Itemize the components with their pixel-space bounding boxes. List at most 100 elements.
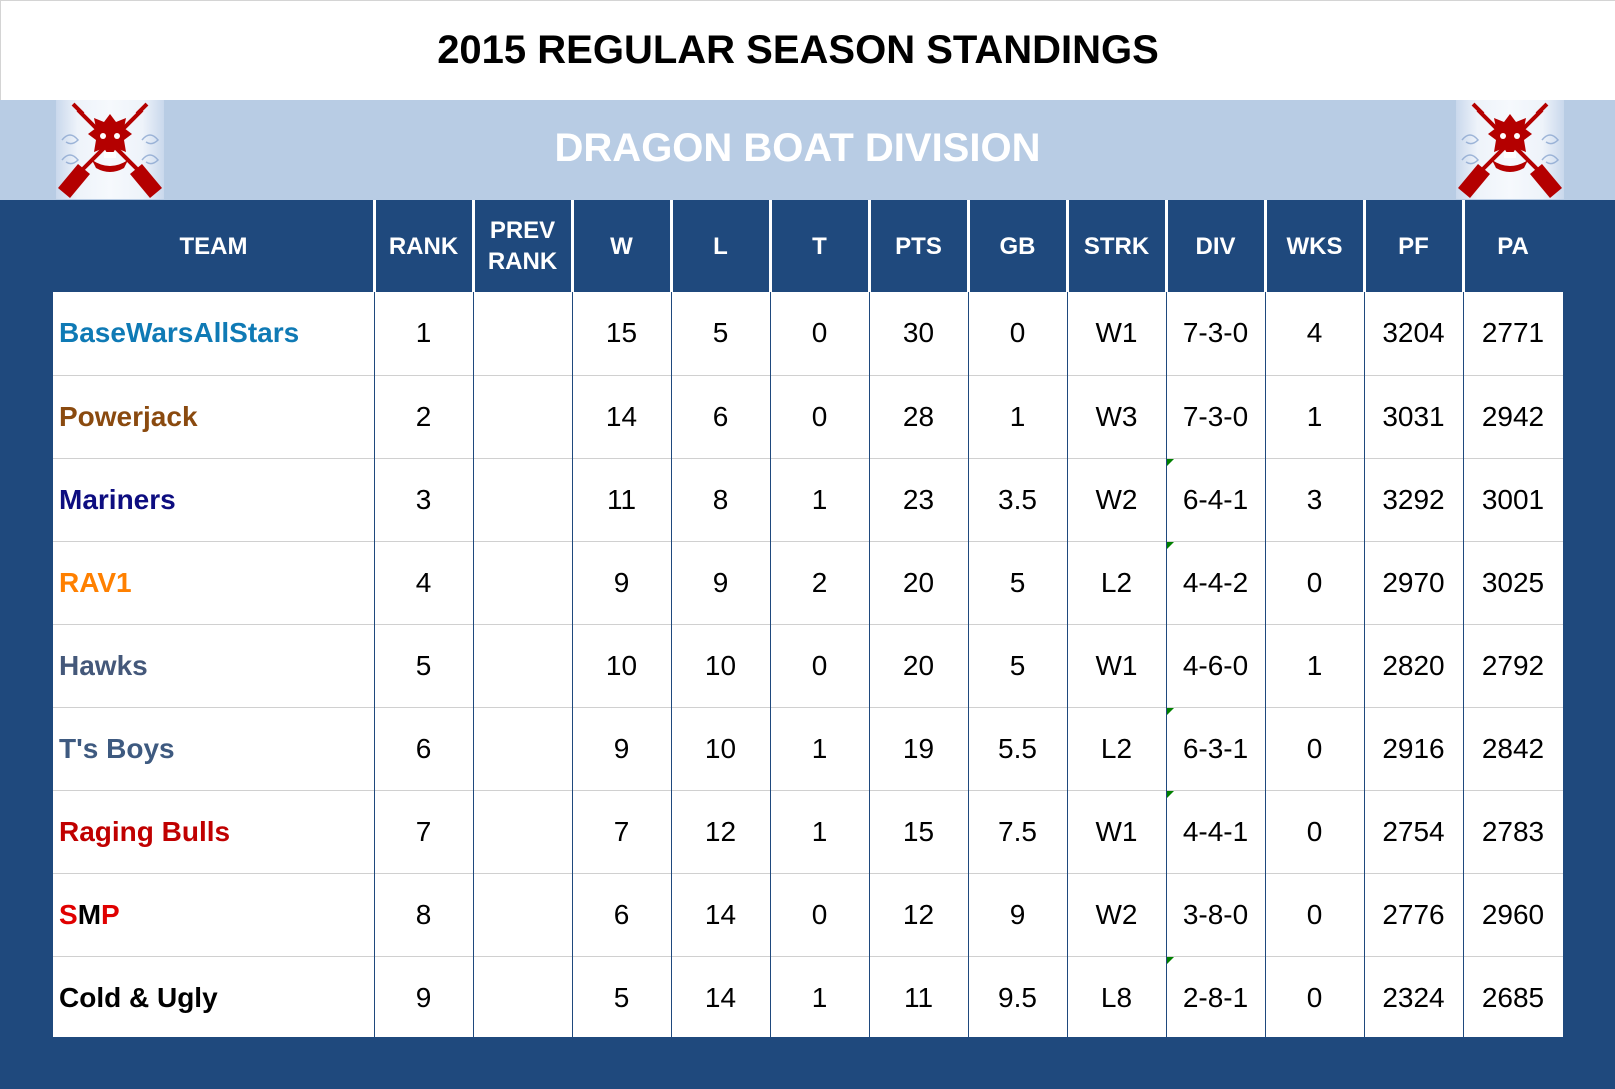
column-divider [770, 292, 771, 1037]
cell-t: 1 [811, 816, 828, 847]
table-row: Hawks 5 10 10 0 20 5 W1 4-6-0 1 2820 2792 [53, 624, 1563, 707]
cell-div: 2-8-1 [1166, 957, 1265, 1039]
cell-rank: 2 [415, 401, 432, 432]
team-name-part: S [59, 899, 78, 930]
cell-div: 3-8-0 [1182, 899, 1249, 930]
header-divider [472, 200, 475, 292]
column-divider [572, 292, 573, 1037]
column-divider [1364, 292, 1365, 1037]
comment-indicator-icon[interactable] [1166, 791, 1174, 799]
cell-strk: L8 [1100, 982, 1133, 1013]
cell-pts: 30 [902, 317, 935, 348]
cell-gb: 9.5 [998, 982, 1037, 1013]
team-name-part: M [77, 899, 102, 930]
column-header-div: DIV [1195, 232, 1236, 260]
cell-gb: 1 [1009, 401, 1026, 432]
cell-pts: 12 [902, 899, 935, 930]
cell-div: 7-3-0 [1182, 317, 1249, 348]
cell-gb: 5.5 [998, 733, 1037, 764]
team-name-part: P [101, 899, 120, 930]
column-divider [1265, 292, 1266, 1037]
cell-div: 7-3-0 [1182, 401, 1249, 432]
division-title: DRAGON BOAT DIVISION [554, 126, 1041, 170]
column-header-w: W [610, 232, 633, 260]
column-header-rank: RANK [388, 232, 459, 260]
cell-prev-rank [473, 874, 572, 956]
comment-indicator-icon[interactable] [1166, 542, 1174, 550]
cell-rank: 1 [415, 317, 432, 348]
division-banner: DRAGON BOAT DIVISION [0, 100, 1615, 200]
cell-pts: 20 [902, 650, 935, 681]
cell-div: 6-4-1 [1166, 459, 1265, 541]
cell-strk: W2 [1095, 899, 1138, 930]
comment-indicator-icon[interactable] [1166, 957, 1174, 965]
column-divider [1166, 292, 1167, 1037]
cell-pa: 3025 [1481, 567, 1545, 598]
cell-pts: 15 [902, 816, 935, 847]
cell-pa: 2792 [1481, 650, 1545, 681]
cell-rank: 3 [415, 484, 432, 515]
cell-prev-rank [473, 791, 572, 873]
cell-pts: 20 [902, 567, 935, 598]
cell-prev-rank [473, 957, 572, 1039]
table-row: RAV1 4 9 9 2 20 5 L2 4-4-2 0 2970 3025 [53, 541, 1563, 624]
cell-pf: 2754 [1382, 816, 1445, 847]
header-divider [1165, 200, 1168, 292]
dragon-boat-logo-icon [56, 100, 164, 199]
cell-pf: 2324 [1382, 982, 1445, 1013]
table-row: T's Boys 6 9 10 1 19 5.5 L2 6-3-1 0 2916 2842 [53, 707, 1563, 790]
header-divider [868, 200, 871, 292]
cell-div: 4-6-0 [1182, 650, 1249, 681]
column-header-wks: WKS [1286, 232, 1343, 260]
header-divider [967, 200, 970, 292]
cell-pf: 2820 [1382, 650, 1445, 681]
cell-w: 6 [613, 899, 630, 930]
cell-t: 0 [811, 317, 828, 348]
header-divider [769, 200, 772, 292]
cell-t: 0 [811, 650, 828, 681]
cell-rank: 6 [415, 733, 432, 764]
cell-gb: 9 [1009, 899, 1026, 930]
cell-w: 9 [613, 567, 630, 598]
team-name: BaseWarsAllStars [59, 317, 300, 348]
header-divider [1363, 200, 1366, 292]
cell-div: 6-3-1 [1166, 708, 1265, 790]
cell-pa: 2942 [1481, 401, 1545, 432]
comment-indicator-icon[interactable] [1166, 708, 1174, 716]
cell-l: 14 [704, 899, 737, 930]
comment-indicator-icon[interactable] [1166, 459, 1174, 467]
column-header-pa: PA [1497, 232, 1529, 260]
cell-wks: 1 [1306, 650, 1323, 681]
cell-rank: 7 [415, 816, 432, 847]
cell-w: 15 [605, 317, 638, 348]
cell-prev-rank [473, 542, 572, 624]
cell-wks: 0 [1306, 899, 1323, 930]
cell-pa: 2783 [1481, 816, 1545, 847]
table-row: BaseWarsAllStars 1 15 5 0 30 0 W1 7-3-0 4 3204 2771 [53, 292, 1563, 375]
cell-w: 11 [606, 484, 637, 515]
column-divider [473, 292, 474, 1037]
standings-table: BaseWarsAllStars 1 15 5 0 30 0 W1 7-3-0 4 3204 2771… [53, 292, 1563, 1037]
cell-wks: 0 [1306, 816, 1323, 847]
column-header-strk: STRK [1083, 232, 1150, 260]
cell-pts: 23 [902, 484, 935, 515]
cell-pf: 3031 [1382, 401, 1445, 432]
cell-prev-rank [473, 625, 572, 707]
header-divider [1264, 200, 1267, 292]
column-header-prev-rank: PREV RANK [487, 217, 558, 275]
cell-strk: W1 [1095, 650, 1138, 681]
column-divider [1463, 292, 1464, 1037]
column-header-team: TEAM [179, 232, 248, 260]
cell-pa: 2771 [1481, 317, 1545, 348]
table-row: Raging Bulls 7 7 12 1 15 7.5 W1 4-4-1 0 2754 2783 [53, 790, 1563, 873]
column-header-pf: PF [1398, 232, 1429, 260]
column-header-pts: PTS [895, 232, 942, 260]
table-row: Cold & Ugly 9 5 14 1 11 9.5 L8 2-8-1 0 2324 2685 [53, 956, 1563, 1039]
cell-div: 4-4-1 [1166, 791, 1265, 873]
cell-wks: 0 [1306, 733, 1323, 764]
header-divider [1462, 200, 1465, 292]
cell-l: 14 [704, 982, 737, 1013]
cell-gb: 7.5 [998, 816, 1037, 847]
cell-prev-rank [473, 708, 572, 790]
